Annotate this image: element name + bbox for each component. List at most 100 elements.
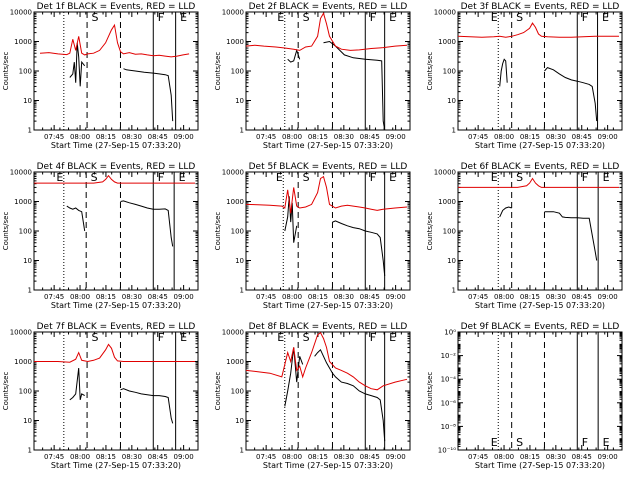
x-tick-label: 07:45 (468, 453, 488, 461)
plot-frame (33, 331, 199, 451)
x-tick-label: 07:45 (256, 133, 276, 141)
x-tick-label: 09:00 (174, 453, 194, 461)
x-tick-label: 08:15 (96, 133, 116, 141)
events-series-line (120, 388, 174, 424)
events-series-line (120, 200, 174, 247)
y-tick-label: 10⁻⁴ (441, 376, 457, 384)
x-tick-label: 08:15 (520, 133, 540, 141)
events-series-line (123, 68, 174, 122)
lld-series-line (39, 23, 190, 58)
y-tick-label: 10000 (10, 9, 32, 17)
y-tick-label: 100 (19, 68, 32, 76)
marker-label: S (303, 331, 310, 344)
marker-label: E (491, 171, 498, 184)
y-tick-label: 10 (23, 257, 32, 265)
y-tick-label: 1 (240, 127, 244, 135)
events-series-line (544, 211, 598, 261)
plot-frame (33, 11, 199, 131)
events-series-line (66, 205, 86, 232)
y-axis-label: Counts/sec (426, 212, 434, 251)
y-tick-label: 10⁻¹⁰ (438, 447, 456, 455)
x-tick-label: 09:00 (386, 453, 406, 461)
x-tick-label: 07:45 (468, 133, 488, 141)
marker-label: S (516, 11, 523, 24)
y-axis-label: Counts/sec (426, 372, 434, 411)
panel-title: Det 3f BLACK = Events, RED = LLD (461, 2, 620, 12)
y-tick-label: 10⁻⁶ (441, 399, 457, 407)
x-tick-label: 09:00 (174, 293, 194, 301)
x-tick-label: 08:15 (308, 133, 328, 141)
x-axis-label: Start Time (27-Sep-15 07:33:20) (263, 461, 393, 470)
y-tick-label: 10000 (434, 169, 456, 177)
marker-label: F (582, 171, 588, 184)
panel-4: Det 4f BLACK = Events, RED = LLD 1 10 100 10… (2, 162, 199, 310)
x-tick-label: 08:00 (282, 293, 302, 301)
marker-label: F (370, 11, 376, 24)
y-tick-label: 100 (19, 228, 32, 236)
x-axis-label: Start Time (27-Sep-15 07:33:20) (475, 301, 605, 310)
marker-label: S (303, 171, 310, 184)
y-tick-label: 1000 (14, 38, 32, 46)
panel-title: Det 8f BLACK = Events, RED = LLD (249, 322, 408, 332)
marker-label: F (370, 331, 376, 344)
marker-label: F (158, 171, 164, 184)
panel-title: Det 2f BLACK = Events, RED = LLD (249, 2, 408, 12)
marker-label: E (56, 171, 63, 184)
events-series-line (287, 48, 301, 63)
marker-label: E (389, 11, 396, 24)
y-tick-label: 10 (23, 417, 32, 425)
x-tick-label: 08:00 (282, 453, 302, 461)
marker-label: E (179, 171, 186, 184)
y-tick-label: 10 (235, 257, 244, 265)
x-tick-label: 08:45 (572, 133, 592, 141)
marker-label: S (92, 331, 99, 344)
y-tick-label: 100 (231, 388, 244, 396)
panel-8: Det 8f BLACK = Events, RED = LLD 1 10 100 10… (214, 322, 411, 470)
marker-label: F (370, 171, 376, 184)
x-tick-label: 09:00 (598, 293, 618, 301)
lld-series-line (457, 22, 619, 38)
y-tick-label: 10⁰ (444, 329, 456, 337)
marker-label: E (603, 436, 610, 449)
y-tick-label: 1 (240, 287, 244, 295)
panel-title: Det 9f BLACK = Events, RED = LLD (461, 322, 620, 332)
panel-5: Det 5f BLACK = Events, RED = LLD 1 10 100 10… (214, 162, 411, 310)
x-tick-label: 09:00 (598, 133, 618, 141)
events-series-line (69, 367, 85, 401)
y-axis-label: Counts/sec (214, 372, 222, 411)
y-tick-label: 10 (23, 97, 32, 105)
y-tick-label: 100 (231, 228, 244, 236)
events-series-line (499, 206, 512, 218)
panel-title: Det 5f BLACK = Events, RED = LLD (249, 162, 408, 172)
plot-frame (33, 171, 199, 291)
lld-series-line (245, 12, 408, 51)
y-tick-label: 100 (443, 68, 456, 76)
y-axis-label: Counts/sec (214, 212, 222, 251)
x-tick-label: 09:00 (174, 133, 194, 141)
x-tick-label: 08:00 (494, 133, 514, 141)
x-tick-label: 08:00 (70, 133, 90, 141)
marker-label: E (602, 11, 609, 24)
panel-2: Det 2f BLACK = Events, RED = LLD 1 10 100 10… (214, 2, 411, 150)
marker-label: E (180, 11, 187, 24)
y-tick-label: 100 (443, 228, 456, 236)
marker-label: E (277, 11, 284, 24)
panel-title: Det 7f BLACK = Events, RED = LLD (37, 322, 196, 332)
x-tick-label: 08:45 (148, 453, 168, 461)
y-tick-label: 1 (452, 287, 456, 295)
events-series-line (544, 67, 598, 122)
y-tick-label: 1000 (14, 358, 32, 366)
marker-label: F (158, 331, 164, 344)
x-tick-label: 07:45 (256, 293, 276, 301)
x-tick-label: 08:30 (334, 453, 354, 461)
x-tick-label: 08:30 (122, 293, 142, 301)
marker-label: E (180, 331, 187, 344)
plot-frame (245, 331, 411, 451)
x-tick-label: 07:45 (468, 293, 488, 301)
y-tick-label: 1 (28, 447, 32, 455)
x-tick-label: 08:00 (282, 133, 302, 141)
y-tick-label: 10000 (222, 329, 244, 337)
y-tick-label: 1000 (226, 358, 244, 366)
panel-title: Det 6f BLACK = Events, RED = LLD (461, 162, 620, 172)
y-tick-label: 1 (28, 127, 32, 135)
